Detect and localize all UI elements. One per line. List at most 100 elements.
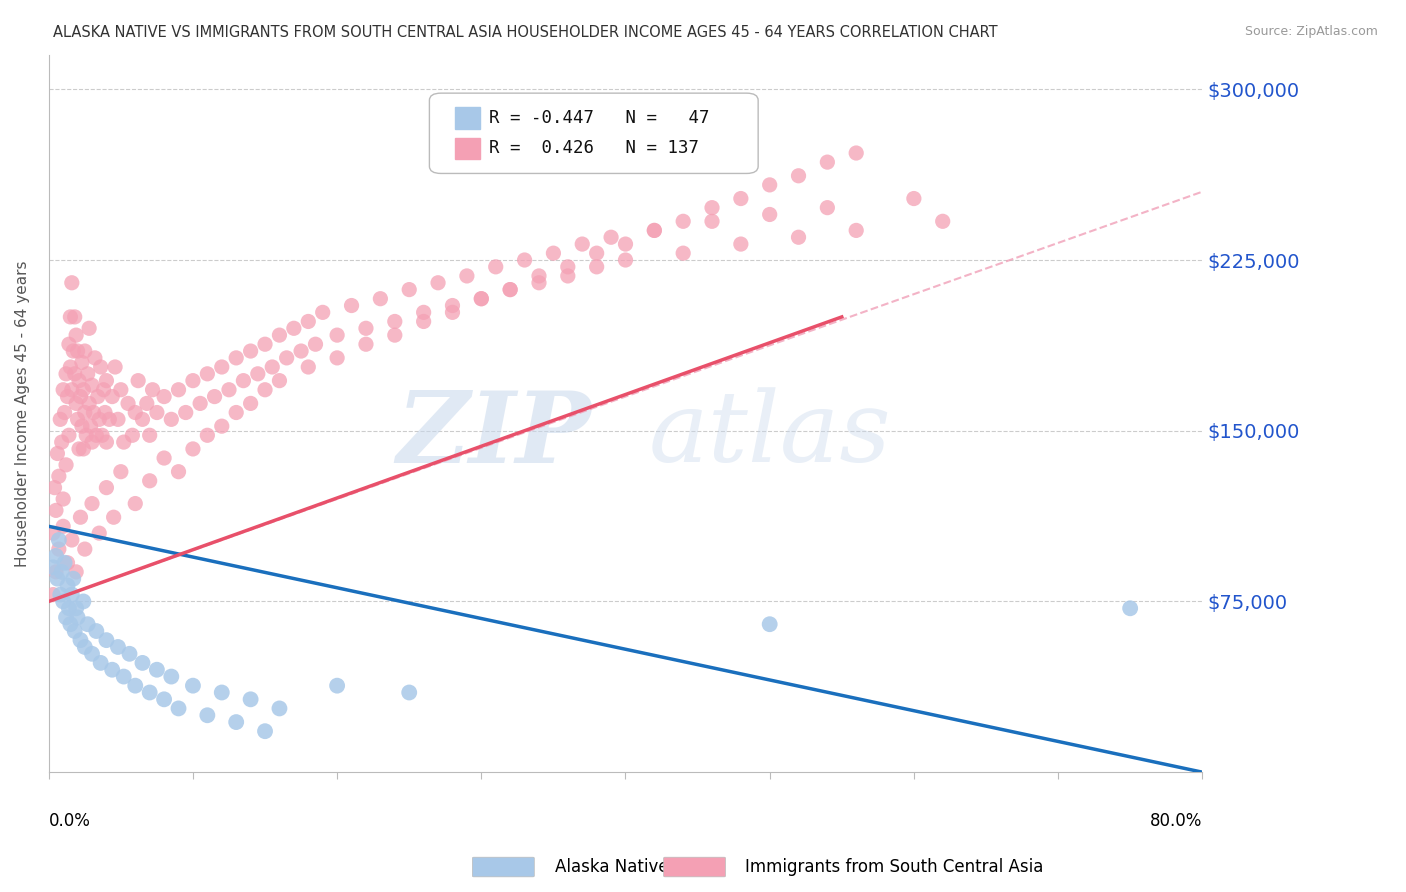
Point [160,669,183,683]
Point [384,328,406,343]
Point [117,396,139,410]
Point [66,344,89,359]
Text: R =  0.426   N = 137: R = 0.426 N = 137 [489,138,699,157]
Point [138,474,160,488]
Point [121,428,143,442]
Point [758,617,780,632]
Point [135,396,157,410]
Point [239,344,262,359]
Text: ZIP: ZIP [396,387,591,483]
Point [672,246,695,260]
Point [42,526,65,541]
Point [167,701,190,715]
Point [66,610,89,624]
Point [499,283,522,297]
Point [557,268,579,283]
Point [59,617,82,632]
Text: 0.0%: 0.0% [49,812,90,830]
Point [470,292,492,306]
Point [90,359,112,374]
Point [80,435,103,450]
Point [297,359,319,374]
Point [124,405,146,419]
Point [815,201,838,215]
Bar [454,137,481,159]
Point [60,383,83,397]
Point [45,549,67,563]
Point [614,237,637,252]
Point [131,656,153,670]
Point [700,201,723,215]
Point [101,390,124,404]
Point [427,276,450,290]
Point [73,542,96,557]
Point [153,692,176,706]
Point [89,412,111,426]
Point [384,314,406,328]
Point [107,640,129,654]
Point [86,428,108,442]
Point [412,314,434,328]
Text: R = -0.447   N =   47: R = -0.447 N = 47 [489,109,710,127]
Point [225,715,247,730]
Point [48,542,70,557]
Point [62,344,84,359]
Point [297,314,319,328]
Point [1119,601,1142,615]
Point [42,588,65,602]
Point [53,556,76,570]
Point [91,428,114,442]
Point [195,428,218,442]
Point [70,355,93,369]
Point [104,359,127,374]
Point [77,396,100,410]
Point [269,328,291,343]
Point [138,685,160,699]
Point [276,351,298,365]
Point [269,701,291,715]
Point [63,367,86,381]
Point [63,310,86,324]
Point [101,663,124,677]
Point [59,359,82,374]
Point [82,405,104,419]
Point [60,533,83,547]
Point [55,458,77,472]
Point [585,246,607,260]
Point [195,367,218,381]
Point [44,481,66,495]
Point [131,412,153,426]
Point [527,276,550,290]
Point [600,230,623,244]
Point [543,246,565,260]
Point [643,223,665,237]
Point [758,178,780,192]
Point [146,663,169,677]
Point [73,344,96,359]
Point [124,497,146,511]
Point [80,497,103,511]
Point [72,383,94,397]
Point [354,337,377,351]
Text: Alaska Natives: Alaska Natives [555,858,678,876]
Point [76,367,98,381]
Point [46,572,69,586]
Point [49,412,72,426]
Point [167,465,190,479]
Point [65,396,87,410]
Point [96,633,118,648]
Point [58,428,80,442]
Point [218,383,240,397]
Bar [454,107,481,129]
Point [398,685,420,699]
Point [55,367,77,381]
Point [56,390,79,404]
Point [730,237,752,252]
Point [112,435,135,450]
Point [138,428,160,442]
Point [758,207,780,221]
Point [107,412,129,426]
Point [96,374,118,388]
Point [80,378,103,392]
Point [903,192,925,206]
